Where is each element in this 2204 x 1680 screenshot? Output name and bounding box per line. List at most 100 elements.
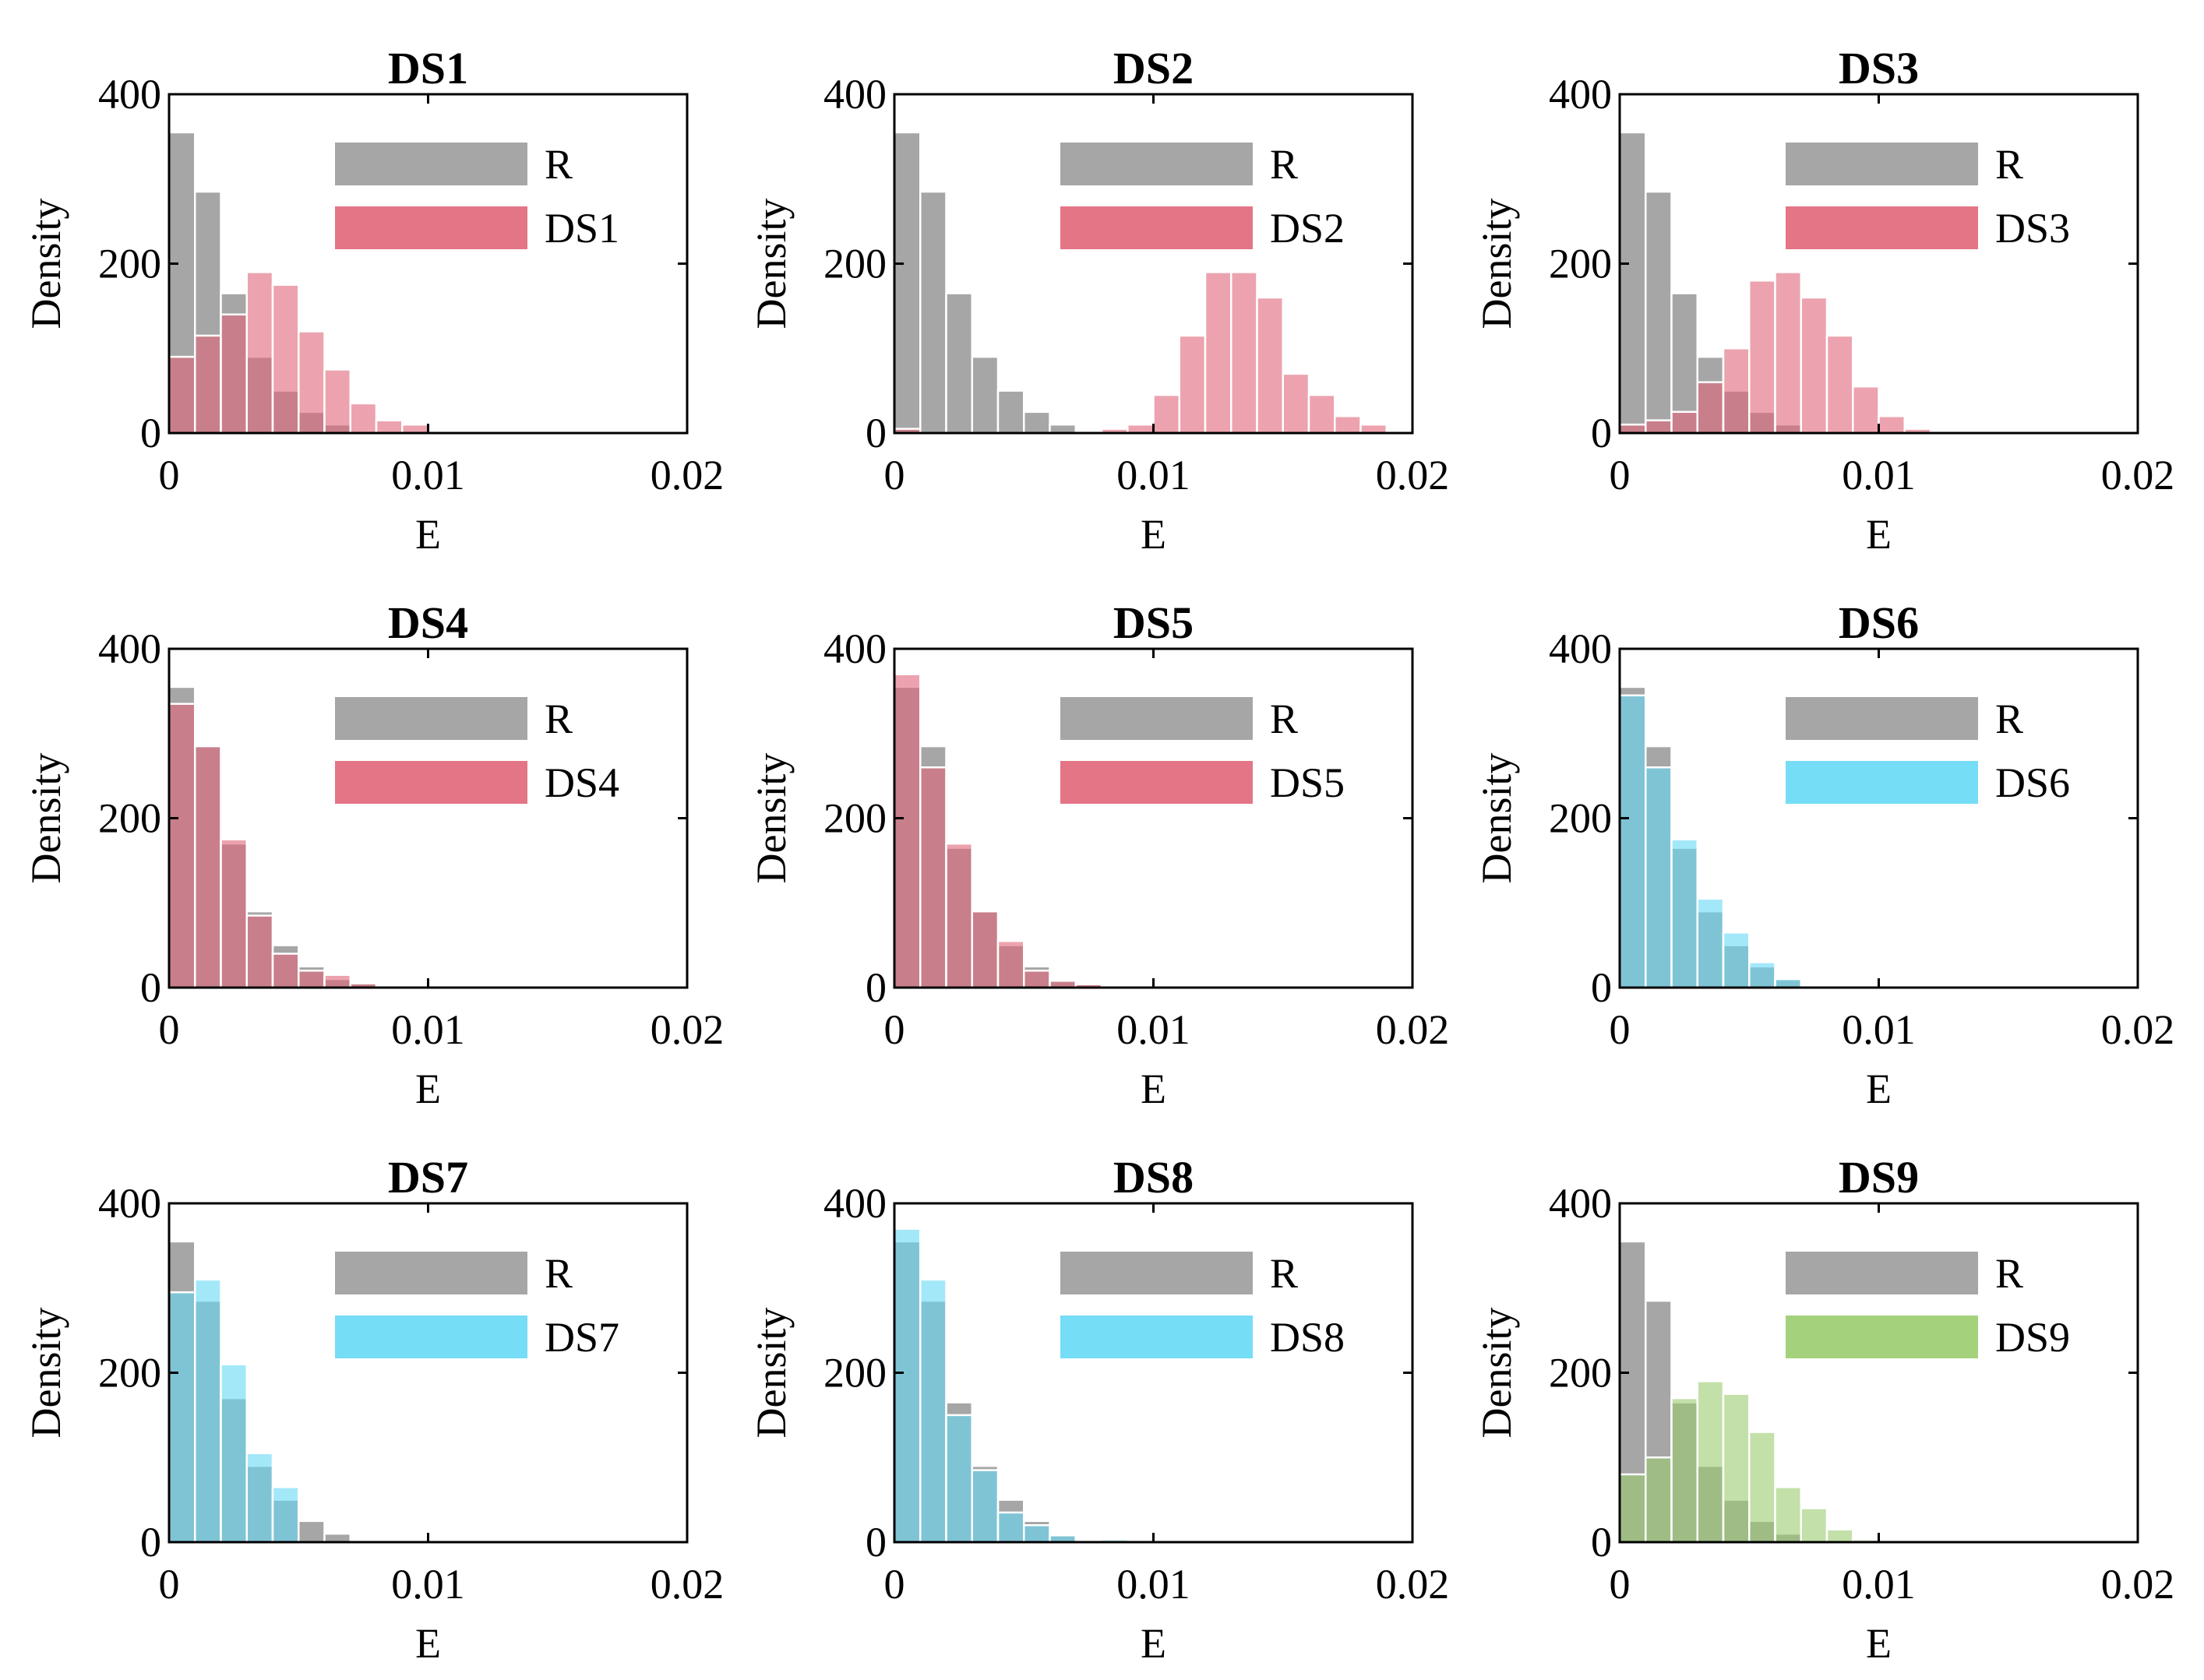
bar-r-1 [1645,190,1673,435]
x-tick-label: 0.01 [1842,1561,1916,1608]
bar-ds6-2 [1670,838,1698,989]
bar-r-6 [323,1532,351,1544]
bar-ds2-15 [1282,372,1310,435]
y-axis-label: Density [23,753,69,884]
x-tick-label: 0.01 [391,1561,465,1608]
x-tick-label: 0.01 [391,452,465,498]
y-tick-label: 400 [1549,1180,1612,1227]
bar-ds7-3 [245,1452,274,1544]
legend-swatch-r [335,697,527,740]
x-axis-label: E [1141,1065,1166,1112]
y-axis-label: Density [748,753,795,884]
bar-ds8-0 [893,1227,922,1544]
bar-ds9-7 [1800,1507,1828,1544]
x-tick-label: 0.01 [1116,1561,1190,1608]
legend-label-ds1: DS1 [545,205,619,252]
y-tick-label: 0 [1591,410,1612,456]
bar-ds7-0 [168,1291,196,1544]
panel-ds6: 0 0.01 0.02 0 200 400 DS6 E Density R DS6 [1473,597,2174,1112]
bar-r-5 [1023,410,1051,435]
bar-ds2-10 [1152,393,1180,435]
y-tick-label: 0 [1591,1519,1612,1566]
bar-ds4-6 [323,974,351,989]
x-axis-label: E [415,1620,441,1667]
x-tick-label: 0.01 [1116,452,1190,498]
panel-ds4: 0 0.01 0.02 0 200 400 DS4 E Density R DS4 [23,597,724,1112]
bar-ds8-4 [996,1511,1025,1544]
legend-swatch-ds7 [335,1315,527,1358]
x-tick-label: 0.01 [391,1006,465,1053]
panel-ds1: 0 0.01 0.02 0 200 400 DS1 E Density R DS1 [23,43,724,558]
legend-label-ds8: DS8 [1270,1314,1345,1361]
legend-label-ds2: DS2 [1270,205,1345,252]
legend-label-r: R [1995,141,2023,188]
legend: R DS9 [1786,1250,2070,1361]
y-tick-label: 0 [866,1519,887,1566]
legend-swatch-r [1060,697,1253,740]
legend-label-r: R [1270,1250,1298,1297]
legend-label-ds9: DS9 [1995,1314,2070,1361]
x-tick-label: 0 [1610,452,1631,498]
y-tick-label: 400 [98,625,161,672]
legend-label-r: R [1995,696,2023,742]
y-tick-label: 200 [98,795,161,842]
bar-ds3-6 [1774,271,1802,435]
x-tick-label: 0 [159,452,180,498]
chart-title: DS9 [1839,1152,1919,1203]
bar-ds2-9 [1127,423,1155,435]
bar-ds4-2 [220,838,248,989]
legend-label-ds4: DS4 [545,759,619,806]
bar-ds9-3 [1696,1380,1725,1544]
legend-swatch-ds8 [1060,1315,1253,1358]
y-tick-label: 200 [1549,795,1612,842]
legend-label-ds5: DS5 [1270,759,1345,806]
legend-swatch-r [1786,697,1978,740]
bar-ds6-0 [1618,694,1647,989]
bar-ds9-1 [1645,1456,1673,1544]
x-tick-label: 0.01 [1842,452,1916,498]
y-tick-label: 200 [823,1350,887,1396]
bar-ds6-6 [1774,977,1802,989]
x-tick-label: 0.02 [1376,1006,1450,1053]
x-tick-label: 0 [1610,1561,1631,1608]
panel-ds5: 0 0.01 0.02 0 200 400 DS5 E Density R DS5 [748,597,1449,1112]
y-tick-label: 0 [866,410,887,456]
y-tick-label: 400 [823,1180,887,1227]
bar-ds2-14 [1256,296,1284,435]
bar-ds3-10 [1878,415,1906,435]
bar-ds1-5 [298,330,326,435]
bar-ds1-8 [375,419,404,435]
bar-ds2-18 [1359,423,1388,435]
bar-ds9-8 [1825,1528,1854,1544]
legend-label-r: R [1270,696,1298,742]
bar-ds3-7 [1800,296,1828,435]
series-ds8 [893,1227,1129,1544]
y-tick-label: 400 [823,71,887,118]
series-ds7 [168,1278,300,1544]
bar-r-5 [298,1520,326,1544]
x-tick-label: 0.02 [1376,1561,1450,1608]
x-tick-label: 0 [884,1006,905,1053]
legend: R DS3 [1786,141,2070,252]
bar-r-0 [1618,131,1647,435]
x-tick-label: 0.02 [2101,452,2175,498]
x-tick-label: 0.02 [2101,1561,2175,1608]
legend: R DS7 [335,1250,619,1361]
legend-label-r: R [545,1250,573,1297]
x-tick-label: 0 [884,452,905,498]
bar-ds6-1 [1645,766,1673,989]
bar-ds1-1 [194,334,222,435]
x-tick-label: 0 [159,1006,180,1053]
chart-title: DS6 [1839,597,1919,648]
series-ds2 [893,271,1388,435]
x-tick-label: 0 [1610,1006,1631,1053]
bar-ds1-9 [401,423,429,435]
y-tick-label: 200 [98,241,161,287]
legend-swatch-ds1 [335,206,527,249]
x-axis-label: E [415,511,441,558]
bar-ds2-12 [1204,271,1232,435]
x-axis-label: E [1866,511,1892,558]
legend-swatch-ds2 [1060,206,1253,249]
bar-ds8-1 [919,1278,947,1544]
